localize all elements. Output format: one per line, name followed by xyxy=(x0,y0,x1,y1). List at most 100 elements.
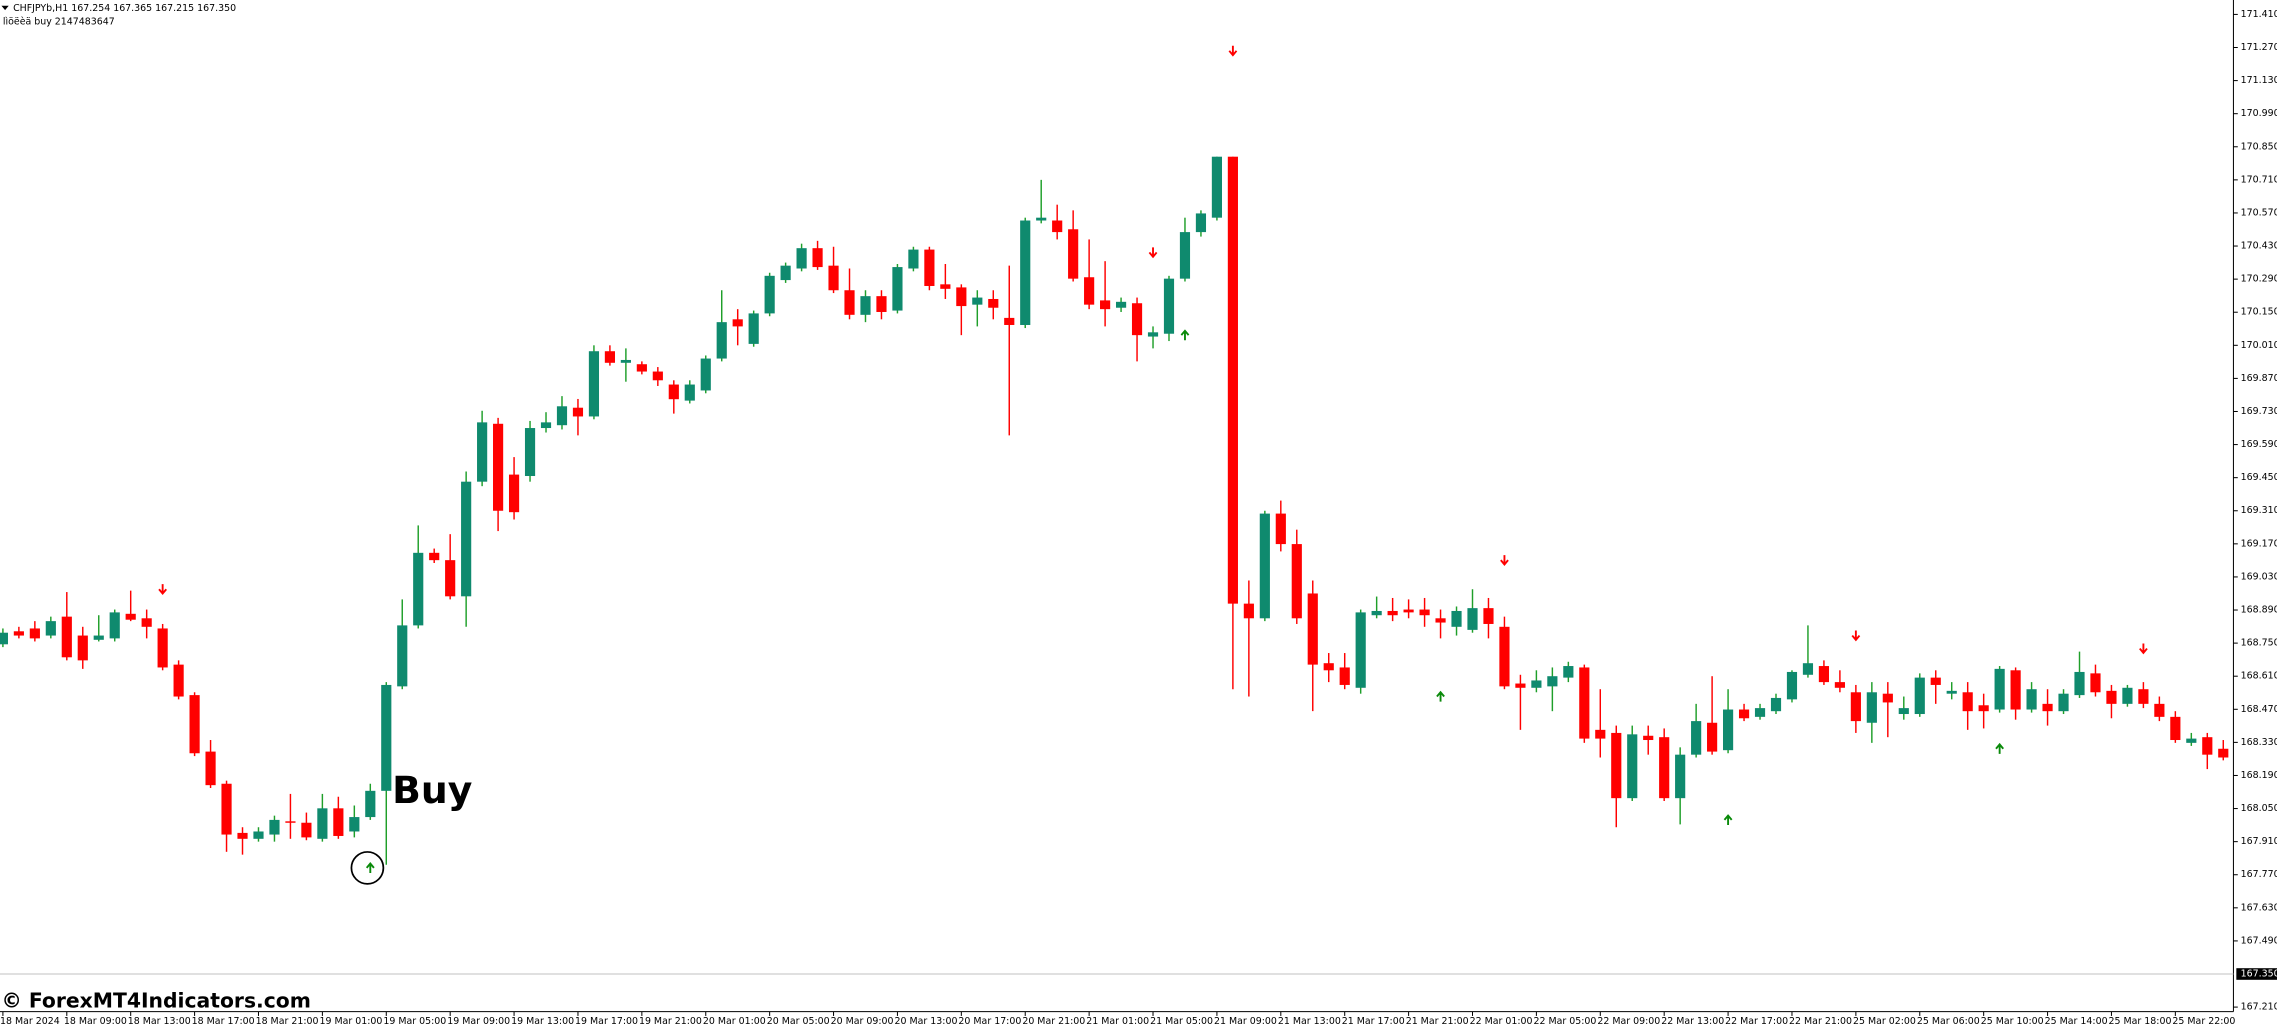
candle-body xyxy=(2138,689,2149,704)
candle-body xyxy=(1052,220,1063,233)
x-tick-label: 18 Mar 13:00 xyxy=(128,1016,191,1027)
candle-body xyxy=(269,819,280,835)
candle-body xyxy=(1579,667,1590,739)
candle-body xyxy=(668,384,679,400)
candle-body xyxy=(2026,689,2037,710)
candle-body xyxy=(524,428,536,477)
candle-body xyxy=(1371,610,1382,616)
x-tick-label: 20 Mar 05:00 xyxy=(767,1016,830,1027)
y-tick-label: 167.910 xyxy=(2241,836,2277,847)
watermark: © ForexMT4Indicators.com xyxy=(1,988,311,1012)
candle-body xyxy=(1850,692,1861,722)
candle-body xyxy=(317,808,328,839)
y-tick-label: 169.730 xyxy=(2241,406,2277,417)
candle-body xyxy=(812,248,823,268)
candle-body xyxy=(1962,692,1973,712)
candle-body xyxy=(2010,670,2021,710)
candle-body xyxy=(1643,735,1654,741)
x-tick-label: 25 Mar 18:00 xyxy=(2109,1016,2172,1027)
candle-body xyxy=(1818,666,1830,683)
candle-body xyxy=(461,481,472,597)
x-tick-label: 18 Mar 21:00 xyxy=(256,1016,319,1027)
candle-body xyxy=(620,359,631,363)
candle-body xyxy=(349,817,360,832)
x-tick-label: 19 Mar 13:00 xyxy=(511,1016,574,1027)
candle-body xyxy=(1403,609,1414,613)
y-tick-label: 168.330 xyxy=(2241,737,2277,748)
y-tick-label: 170.430 xyxy=(2241,241,2277,252)
y-tick-label: 171.130 xyxy=(2241,75,2277,86)
candle-body xyxy=(956,287,967,307)
y-tick-label: 170.150 xyxy=(2241,307,2277,318)
buy-arrow xyxy=(1180,329,1190,341)
candle-body xyxy=(13,631,24,636)
y-tick-label: 168.750 xyxy=(2241,638,2277,649)
candle-body xyxy=(780,265,791,281)
y-tick-label: 168.190 xyxy=(2241,770,2277,781)
buy-arrow xyxy=(1436,690,1445,702)
candle-body xyxy=(1978,705,1989,712)
candle-body xyxy=(908,249,919,269)
candle-body xyxy=(572,407,584,417)
candle-body xyxy=(1291,544,1302,619)
candle-body xyxy=(764,275,775,314)
candle-body xyxy=(2106,690,2117,704)
candle-body xyxy=(1179,232,1191,279)
candle-body xyxy=(2042,703,2053,712)
candle-body xyxy=(285,821,296,823)
x-tick-label: 25 Mar 02:00 xyxy=(1853,1016,1916,1027)
x-tick-label: 20 Mar 17:00 xyxy=(958,1016,1021,1027)
candle-body xyxy=(1691,721,1702,755)
candle-body xyxy=(1419,609,1430,616)
candle-body xyxy=(540,422,552,429)
candle-body xyxy=(1914,677,1925,715)
y-tick-label: 170.010 xyxy=(2241,340,2277,351)
candle-body xyxy=(1754,708,1766,717)
candle-body xyxy=(1387,610,1398,616)
y-tick-label: 170.710 xyxy=(2241,174,2277,185)
candle-body xyxy=(365,790,376,818)
candle-body xyxy=(556,406,568,426)
candle-body xyxy=(2154,703,2165,717)
candle-body xyxy=(2090,673,2101,693)
candle-body xyxy=(189,695,200,754)
candle-body xyxy=(1707,722,1718,752)
candle-body xyxy=(45,621,56,636)
candle-body xyxy=(29,628,40,639)
candle-body xyxy=(1563,666,1574,678)
candle-body xyxy=(1467,608,1478,630)
y-tick-label: 169.310 xyxy=(2241,505,2277,516)
x-tick-label: 22 Mar 13:00 xyxy=(1661,1016,1724,1027)
candle-body xyxy=(93,635,104,640)
x-tick-label: 25 Mar 14:00 xyxy=(2045,1016,2108,1027)
candle-body xyxy=(237,832,248,839)
candle-body xyxy=(1627,734,1638,799)
candle-body xyxy=(972,297,983,305)
candle-body xyxy=(1531,680,1542,688)
x-tick-label: 22 Mar 17:00 xyxy=(1725,1016,1788,1027)
candle-body xyxy=(1930,677,1941,685)
x-tick-label: 21 Mar 01:00 xyxy=(1086,1016,1149,1027)
candle-body xyxy=(141,618,152,627)
sell-arrow xyxy=(1851,630,1861,642)
candle-body xyxy=(0,632,8,645)
y-tick-label: 167.490 xyxy=(2241,935,2277,946)
y-tick-label: 168.890 xyxy=(2241,605,2277,616)
y-tick-label: 169.450 xyxy=(2241,472,2277,483)
x-tick-label: 19 Mar 01:00 xyxy=(319,1016,382,1027)
y-tick-label: 170.990 xyxy=(2241,108,2277,119)
candle-body xyxy=(1036,217,1047,221)
candle-body xyxy=(1243,603,1254,619)
candle-body xyxy=(1275,513,1286,545)
candle-body xyxy=(652,371,663,381)
candle-body xyxy=(716,322,727,359)
candle-body xyxy=(796,248,807,269)
candle-body xyxy=(1227,156,1238,604)
x-tick-label: 21 Mar 09:00 xyxy=(1214,1016,1277,1027)
candle-body xyxy=(1770,697,1782,712)
candle-body xyxy=(109,612,120,639)
candle-body xyxy=(1946,690,1957,694)
x-tick-label: 22 Mar 05:00 xyxy=(1533,1016,1596,1027)
candle-body xyxy=(253,831,264,839)
